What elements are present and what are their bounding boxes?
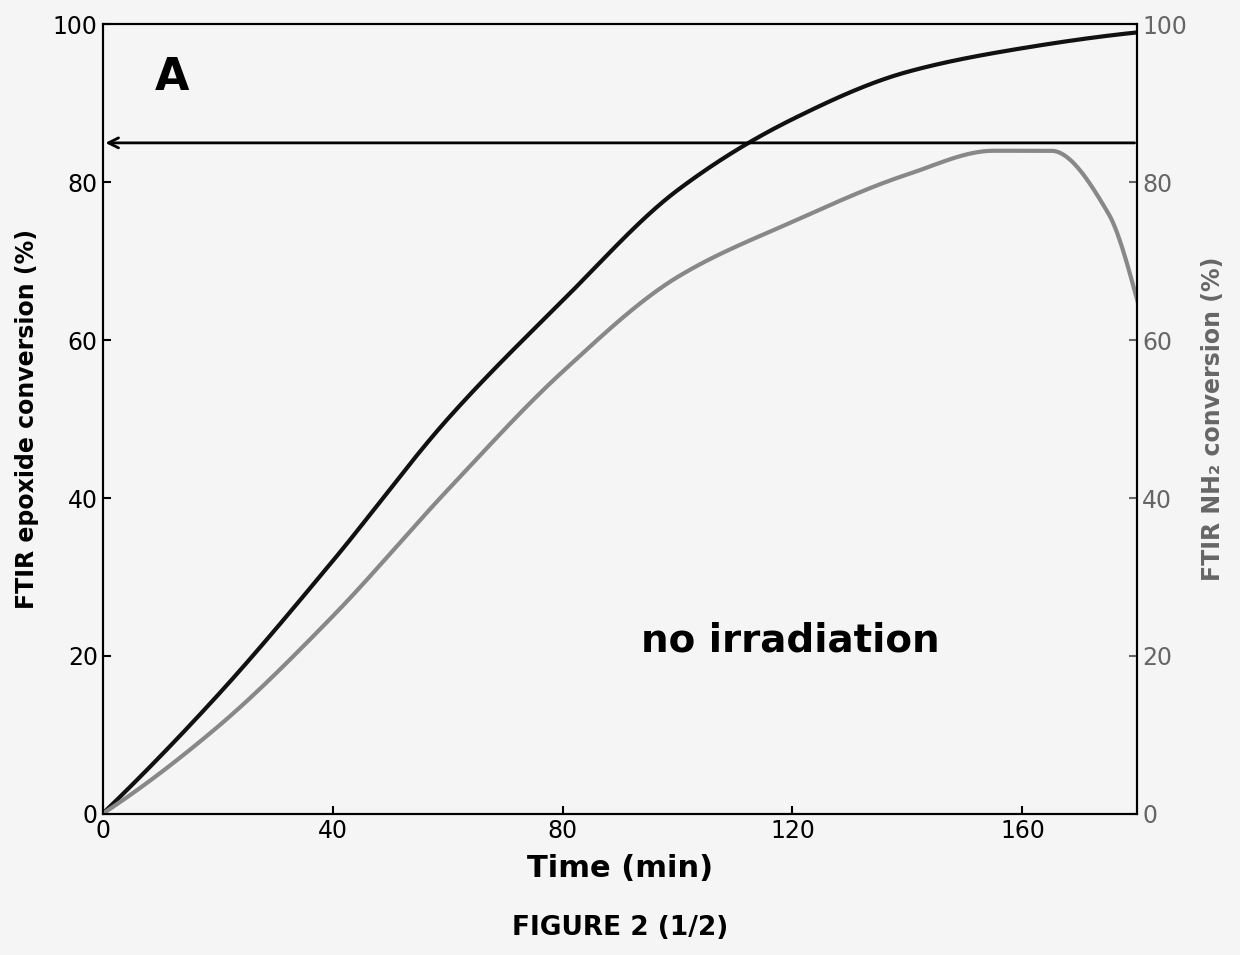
X-axis label: Time (min): Time (min) [527, 854, 713, 882]
Text: FIGURE 2 (1/2): FIGURE 2 (1/2) [512, 915, 728, 941]
Y-axis label: FTIR NH₂ conversion (%): FTIR NH₂ conversion (%) [1202, 257, 1225, 582]
Text: A: A [154, 56, 188, 99]
Text: no irradiation: no irradiation [641, 621, 940, 659]
Y-axis label: FTIR epoxide conversion (%): FTIR epoxide conversion (%) [15, 229, 38, 609]
